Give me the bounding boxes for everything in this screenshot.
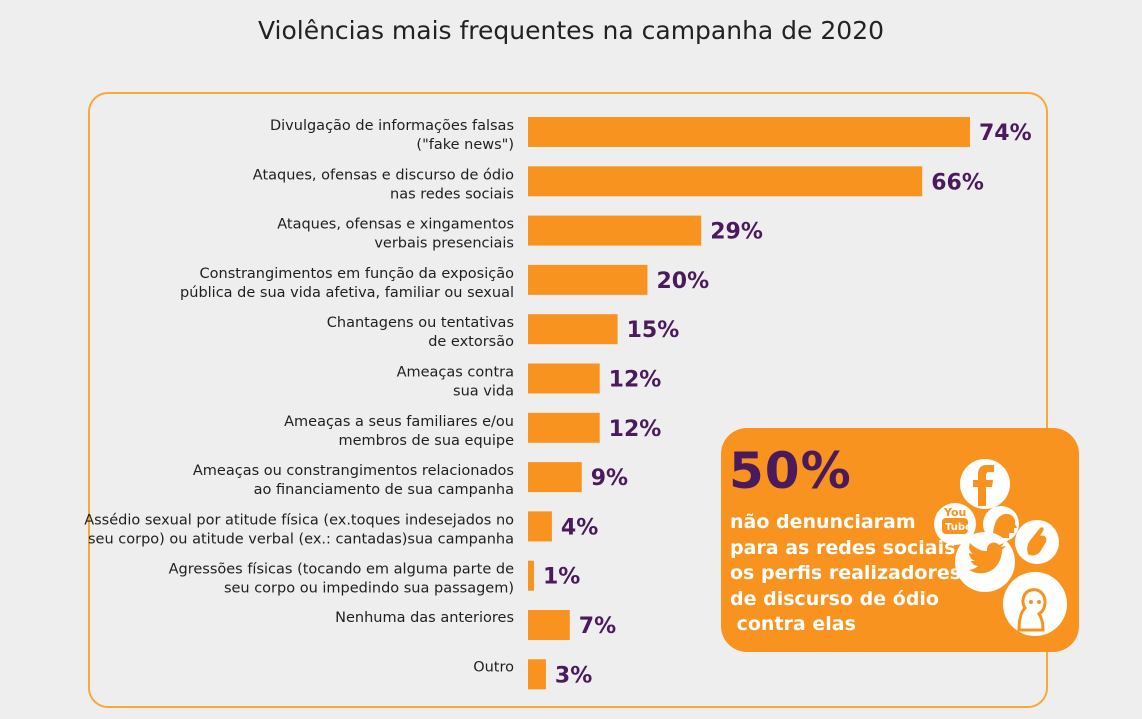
hand-icon <box>1015 520 1059 564</box>
bar-10 <box>528 610 570 640</box>
callout-percent: 50% <box>729 442 852 500</box>
category-label-10: Nenhuma das anteriores <box>335 610 514 626</box>
value-label-2: 29% <box>710 220 763 245</box>
callout-line: não denunciaram <box>730 511 916 533</box>
category-label-5: sua vida <box>453 384 514 400</box>
category-label-4: Chantagens ou tentativas <box>327 315 514 331</box>
value-label-7: 9% <box>591 466 628 491</box>
bar-11 <box>528 659 546 690</box>
value-label-1: 66% <box>931 170 984 195</box>
category-label-3: pública de sua vida afetiva, familiar ou… <box>180 285 514 301</box>
callout-text: não denunciaram para as redes sociais os… <box>730 510 962 638</box>
category-label-6: membros de sua equipe <box>339 433 515 449</box>
value-label-0: 74% <box>979 121 1032 146</box>
svg-text:Tube: Tube <box>945 522 972 533</box>
category-label-9: seu corpo ou impedindo sua passagem) <box>224 581 514 597</box>
bar-3 <box>528 264 648 295</box>
callout-line: contra elas <box>730 613 856 635</box>
value-label-6: 12% <box>609 417 662 442</box>
category-label-1: nas redes sociais <box>390 186 514 202</box>
category-label-7: ao financiamento de sua campanha <box>254 482 514 498</box>
callout-box: 50% não denunciaram para as redes sociai… <box>721 428 1079 652</box>
category-label-8: Assédio sexual por atitude física (ex.to… <box>84 512 514 528</box>
bar-4 <box>528 314 618 345</box>
woman-face-icon <box>1003 572 1067 636</box>
callout-line: os perfis realizadores <box>730 562 962 584</box>
bar-7 <box>528 462 582 493</box>
category-label-8: seu corpo) ou atitude verbal (ex.: canta… <box>88 531 514 547</box>
category-label-1: Ataques, ofensas e discurso de ódio <box>253 167 514 183</box>
social-icons: You Tube <box>934 459 1067 636</box>
category-label-5: Ameaças contra <box>397 365 514 381</box>
bar-1 <box>528 166 923 197</box>
twitter-icon <box>955 532 1015 592</box>
category-label-0: ("fake news") <box>416 137 514 153</box>
page-title: Violências mais frequentes na campanha d… <box>257 16 885 45</box>
chart-frame <box>88 92 1048 708</box>
value-label-11: 3% <box>555 663 592 688</box>
category-label-6: Ameaças a seus familiares e/ou <box>284 414 514 430</box>
category-label-9: Agressões físicas (tocando em alguma par… <box>169 562 514 578</box>
bar-9 <box>528 560 534 591</box>
value-label-9: 1% <box>543 565 580 590</box>
value-label-3: 20% <box>656 269 709 294</box>
category-label-3: Constrangimentos em função da exposição <box>200 266 515 282</box>
value-label-8: 4% <box>561 515 598 540</box>
category-label-11: Outro <box>473 659 514 675</box>
bar-6 <box>528 412 600 443</box>
category-label-0: Divulgação de informações falsas <box>270 118 514 134</box>
category-label-7: Ameaças ou constrangimentos relacionados <box>193 463 514 479</box>
callout-line: de discurso de ódio <box>730 587 939 610</box>
youtube-icon: You Tube <box>934 503 976 545</box>
value-label-10: 7% <box>579 614 616 639</box>
bar-0 <box>528 117 970 147</box>
category-label-2: Ataques, ofensas e xingamentos <box>277 217 514 233</box>
callout-line: para as redes sociais <box>730 536 956 559</box>
category-label-2: verbais presenciais <box>374 236 514 252</box>
bar-5 <box>528 363 600 394</box>
bar-2 <box>528 215 702 246</box>
facebook-icon <box>960 459 1010 509</box>
category-label-4: de extorsão <box>428 334 514 350</box>
value-label-5: 12% <box>609 368 662 393</box>
value-label-4: 15% <box>627 318 680 343</box>
bar-8 <box>528 511 552 542</box>
svg-text:You: You <box>943 506 966 519</box>
